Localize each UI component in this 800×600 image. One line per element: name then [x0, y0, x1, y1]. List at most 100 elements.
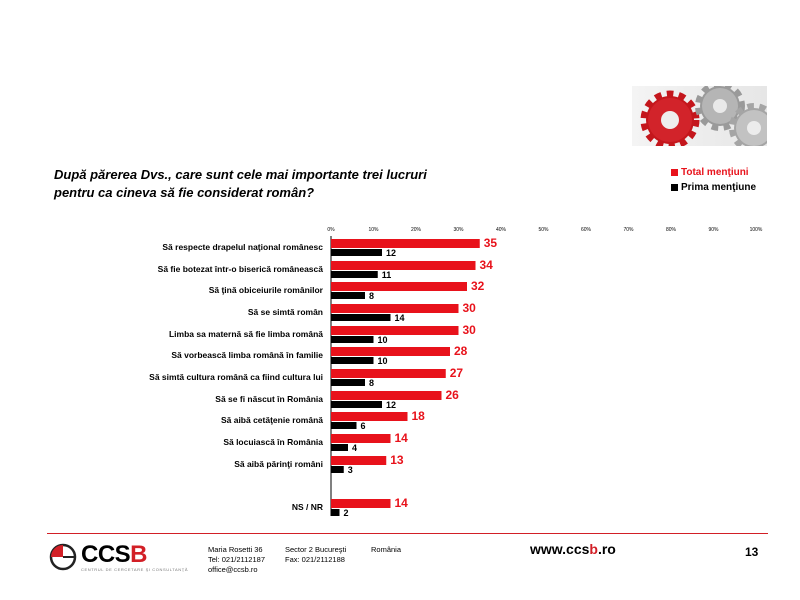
data-label-total: 14 — [395, 431, 409, 445]
data-label-prima: 3 — [348, 465, 353, 475]
x-tick-label: 80% — [666, 227, 677, 233]
data-label-total: 14 — [395, 496, 409, 510]
bar-prima — [331, 249, 382, 256]
category-label: Să aibă cetăţenie română — [221, 415, 323, 425]
page-number: 13 — [745, 545, 759, 559]
data-label-total: 30 — [463, 301, 477, 315]
bar-total — [331, 326, 459, 335]
data-label-total: 28 — [454, 344, 468, 358]
category-label: NS / NR — [292, 502, 323, 512]
category-label: Limba sa maternă să fie limba română — [169, 329, 323, 339]
data-label-total: 18 — [412, 409, 426, 423]
website-part-1: www.ccs — [530, 541, 590, 557]
bar-total — [331, 412, 408, 421]
bar-total — [331, 261, 476, 270]
logo-name: CCS — [81, 541, 131, 568]
x-tick-label: 0% — [327, 227, 335, 233]
category-label: Să fie botezat într-o biserică româneasc… — [158, 264, 324, 274]
website-link[interactable]: www.ccsb.ro — [530, 541, 616, 557]
bar-prima — [331, 379, 365, 386]
address-street: Maria Rosetti 36 — [208, 545, 263, 554]
data-label-prima: 8 — [369, 378, 374, 388]
data-label-prima: 11 — [382, 270, 392, 280]
grey-gear-icon — [695, 86, 767, 146]
x-tick-label: 100% — [750, 227, 763, 233]
x-tick-label: 30% — [453, 227, 464, 233]
x-tick-label: 70% — [623, 227, 634, 233]
legend-label-total: Total menţiuni — [681, 167, 749, 178]
data-label-prima: 10 — [378, 335, 388, 345]
ccsb-logo: CCSB CENTRUL DE CERCETARE ŞI CONSULTANŢĂ — [49, 543, 188, 572]
data-label-total: 34 — [480, 258, 494, 272]
bar-prima — [331, 357, 374, 364]
bar-total — [331, 304, 459, 313]
x-tick-label: 50% — [538, 227, 549, 233]
x-tick-label: 20% — [411, 227, 422, 233]
data-label-total: 26 — [446, 388, 460, 402]
legend-swatch-total — [671, 169, 678, 176]
category-label: Să locuiască în România — [223, 437, 323, 447]
gears-image — [632, 86, 767, 146]
bar-total — [331, 499, 391, 508]
category-label: Să simtă cultura română ca fiind cultura… — [149, 372, 323, 382]
bar-prima — [331, 422, 357, 429]
data-label-prima: 6 — [361, 421, 366, 431]
data-label-prima: 12 — [386, 248, 396, 258]
data-label-total: 13 — [390, 453, 404, 467]
data-label-prima: 14 — [395, 313, 405, 323]
logo-tagline: CENTRUL DE CERCETARE ŞI CONSULTANŢĂ — [81, 567, 189, 572]
bar-total — [331, 391, 442, 400]
category-label: Să respecte drapelul naţional românesc — [162, 242, 323, 252]
chart-question-title: După părerea Dvs., care sunt cele mai im… — [54, 166, 494, 202]
footer-divider — [47, 533, 768, 534]
question-line-2: pentru ca cineva să fie considerat român… — [54, 185, 315, 200]
category-label: Să se simtă român — [248, 307, 323, 317]
legend-label-prima: Prima menţiune — [681, 182, 757, 193]
red-gear-icon — [640, 90, 700, 146]
x-tick-label: 90% — [708, 227, 719, 233]
legend-item-prima: Prima menţiune — [671, 180, 756, 195]
bar-total — [331, 239, 480, 248]
category-label: Să se fi născut în România — [215, 394, 323, 404]
bar-prima — [331, 509, 340, 516]
data-label-prima: 10 — [378, 356, 388, 366]
fax-number: Fax: 021/2112188 — [285, 555, 345, 564]
website-part-accent: b — [589, 541, 598, 557]
data-label-prima: 2 — [344, 508, 349, 518]
data-label-total: 32 — [471, 279, 485, 293]
bar-prima — [331, 401, 382, 408]
data-label-prima: 12 — [386, 400, 396, 410]
bar-total — [331, 434, 391, 443]
bar-prima — [331, 292, 365, 299]
phone-number: Tel: 021/2112187 — [208, 555, 265, 564]
bar-prima — [331, 271, 378, 278]
legend-swatch-prima — [671, 184, 678, 191]
bar-total — [331, 369, 446, 378]
logo-name-accent: B — [130, 541, 148, 568]
x-tick-label: 40% — [496, 227, 507, 233]
bar-prima — [331, 466, 344, 473]
logo-mark-icon — [49, 543, 77, 571]
category-label: Să aibă părinţi români — [234, 459, 323, 469]
data-label-total: 35 — [484, 236, 498, 250]
bar-total — [331, 282, 467, 291]
address-sector: Sector 2 Bucureşti — [285, 545, 347, 554]
question-line-1: După părerea Dvs., care sunt cele mai im… — [54, 167, 427, 182]
contact-info: Maria Rosetti 36 Sector 2 Bucureşti Româ… — [208, 545, 401, 575]
x-tick-label: 10% — [368, 227, 379, 233]
x-tick-label: 60% — [581, 227, 592, 233]
bar-prima — [331, 314, 391, 321]
data-label-total: 30 — [463, 323, 477, 337]
legend-item-total: Total menţiuni — [671, 165, 756, 180]
data-label-prima: 8 — [369, 291, 374, 301]
chart-legend: Total menţiuni Prima menţiune — [671, 165, 756, 195]
bar-total — [331, 456, 387, 465]
bar-total — [331, 347, 450, 356]
category-label: Să ţină obiceiurile românilor — [209, 285, 324, 295]
email-address[interactable]: office@ccsb.ro — [208, 565, 258, 574]
data-label-prima: 4 — [352, 443, 357, 453]
address-country: România — [371, 545, 402, 554]
website-part-2: .ro — [597, 541, 616, 557]
bar-prima — [331, 444, 348, 451]
